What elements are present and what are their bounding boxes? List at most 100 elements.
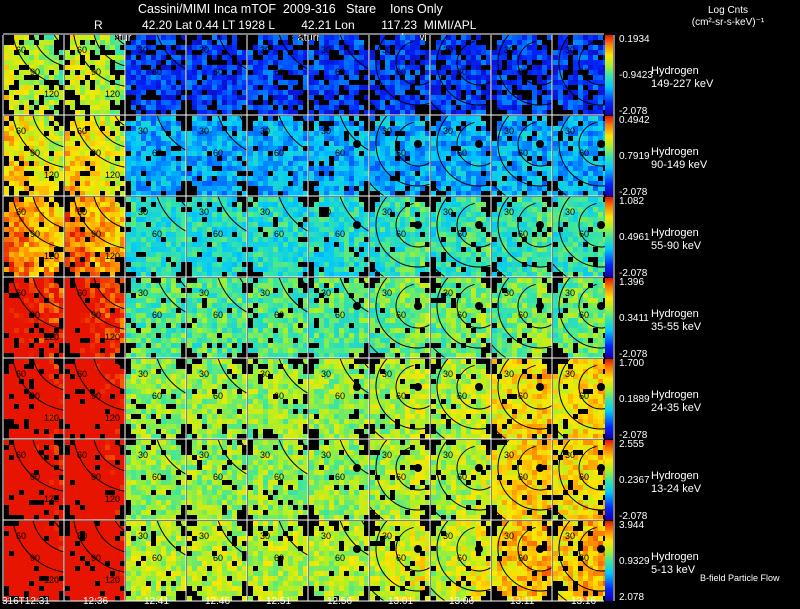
image-panel: 30 60 bbox=[126, 359, 186, 439]
colorbar-min: -2.078 bbox=[619, 268, 648, 279]
contour-label: 120 bbox=[44, 413, 59, 423]
time-label: 12:56 bbox=[327, 596, 353, 607]
contour-label: 120 bbox=[105, 413, 120, 423]
contour-label: 30 bbox=[443, 207, 453, 217]
contour-label: 60 bbox=[16, 450, 26, 460]
colorbar-mid: 0.4961 bbox=[619, 232, 650, 243]
contour-label: 60 bbox=[396, 310, 406, 320]
contour-label: 60 bbox=[396, 67, 406, 77]
colorbar-max: 1.700 bbox=[619, 358, 645, 369]
contour-label: 60 bbox=[16, 126, 26, 136]
image-panel: 30 60 bbox=[431, 521, 491, 601]
time-label: 13:11 bbox=[510, 596, 535, 607]
colorbar-mid: 0.7919 bbox=[619, 151, 650, 162]
image-panel: 30 60 bbox=[492, 197, 552, 277]
contour-label: 60 bbox=[152, 472, 162, 482]
header-orbit-info: 42.20 Lat 0.44 LT 1928 L 42.21 Lon 117.2… bbox=[142, 18, 477, 32]
time-label: 12:36 bbox=[83, 596, 109, 607]
image-panel: 30 60 bbox=[431, 197, 491, 277]
contour-label: 90 bbox=[91, 391, 101, 401]
time-label: 13:01 bbox=[388, 596, 414, 607]
contour-label: 30 bbox=[199, 207, 209, 217]
image-panel: 30 60 bbox=[553, 197, 613, 277]
contour-label: 90 bbox=[30, 229, 40, 239]
contour-label: 60 bbox=[335, 229, 345, 239]
contour-label: 30 bbox=[260, 450, 270, 460]
image-panel: 30 60 bbox=[309, 359, 369, 439]
contour-label: 60 bbox=[518, 310, 528, 320]
image-panel: 30 60 bbox=[492, 35, 552, 115]
image-panel: 60 90 120 bbox=[65, 440, 125, 520]
image-panel: 30 60 bbox=[492, 359, 552, 439]
contour-label: 60 bbox=[579, 391, 589, 401]
contour-label: 60 bbox=[335, 310, 345, 320]
contour-label: 60 bbox=[77, 450, 87, 460]
contour-label: 30 bbox=[321, 369, 331, 379]
image-panel: 30 60 bbox=[370, 197, 430, 277]
contour-label: 60 bbox=[274, 310, 284, 320]
contour-label: 120 bbox=[44, 251, 59, 261]
contour-label: 60 bbox=[579, 472, 589, 482]
contour-label: 60 bbox=[518, 229, 528, 239]
colorbar-max: 0.1934 bbox=[619, 34, 650, 45]
row-energy-label: 24-35 keV bbox=[651, 402, 702, 414]
image-panel: 30 60 bbox=[431, 359, 491, 439]
contour-label: 60 bbox=[77, 369, 87, 379]
image-panel: 30 60 bbox=[248, 35, 308, 115]
contour-label: 90 bbox=[91, 229, 101, 239]
contour-label: 60 bbox=[518, 391, 528, 401]
contour-label: 90 bbox=[30, 553, 40, 563]
image-panel: 30 60 bbox=[248, 359, 308, 439]
contour-label: 60 bbox=[274, 148, 284, 158]
contour-label: 30 bbox=[382, 207, 392, 217]
contour-label: 60 bbox=[518, 148, 528, 158]
contour-label: 60 bbox=[213, 67, 223, 77]
image-panel: 30 60 bbox=[370, 278, 430, 358]
contour-label: 30 bbox=[260, 288, 270, 298]
image-panel: 30 60 bbox=[370, 35, 430, 115]
colorbar-min: -2.078 bbox=[619, 511, 648, 522]
contour-label: 30 bbox=[382, 288, 392, 298]
colorbar-max: 1.082 bbox=[619, 196, 645, 207]
contour-label: 30 bbox=[260, 45, 270, 55]
colorbar-max: 2.555 bbox=[619, 439, 645, 450]
colorbar bbox=[605, 35, 613, 115]
colorbar-min: -2.078 bbox=[619, 349, 648, 360]
time-label: 12:41 bbox=[144, 596, 170, 607]
contour-label: 30 bbox=[382, 45, 392, 55]
contour-label: 30 bbox=[382, 531, 392, 541]
contour-label: 60 bbox=[274, 391, 284, 401]
contour-label: 30 bbox=[565, 450, 575, 460]
contour-label: 60 bbox=[274, 553, 284, 563]
image-panel: 60 90 120 bbox=[65, 197, 125, 277]
contour-label: 30 bbox=[260, 126, 270, 136]
contour-label: 30 bbox=[565, 45, 575, 55]
contour-label: 30 bbox=[199, 126, 209, 136]
contour-label: 30 bbox=[199, 450, 209, 460]
contour-label: 120 bbox=[44, 575, 59, 585]
contour-label: 30 bbox=[138, 288, 148, 298]
row-energy-label: 35-55 keV bbox=[651, 321, 702, 333]
image-panel: 60 90 120 bbox=[4, 116, 64, 196]
contour-label: 60 bbox=[274, 472, 284, 482]
row-species-label: Hydrogen bbox=[651, 146, 699, 158]
contour-label: 60 bbox=[213, 472, 223, 482]
image-panel: 60 90 120 bbox=[65, 359, 125, 439]
colorbar-mid: 0.9329 bbox=[619, 556, 650, 567]
contour-label: 60 bbox=[579, 310, 589, 320]
contour-label: 30 bbox=[138, 450, 148, 460]
contour-label: 60 bbox=[274, 229, 284, 239]
contour-label: 60 bbox=[16, 45, 26, 55]
colorbar bbox=[605, 359, 613, 439]
image-panel: 30 60 bbox=[309, 278, 369, 358]
contour-label: 120 bbox=[44, 89, 59, 99]
contour-label: 60 bbox=[213, 310, 223, 320]
time-label: 13:06 bbox=[449, 596, 475, 607]
contour-label: 60 bbox=[335, 472, 345, 482]
contour-label: 90 bbox=[30, 67, 40, 77]
colorbar bbox=[605, 521, 613, 601]
contour-label: 30 bbox=[260, 531, 270, 541]
image-panel: 30 60 bbox=[248, 278, 308, 358]
contour-label: 60 bbox=[396, 391, 406, 401]
contour-label: 60 bbox=[335, 553, 345, 563]
